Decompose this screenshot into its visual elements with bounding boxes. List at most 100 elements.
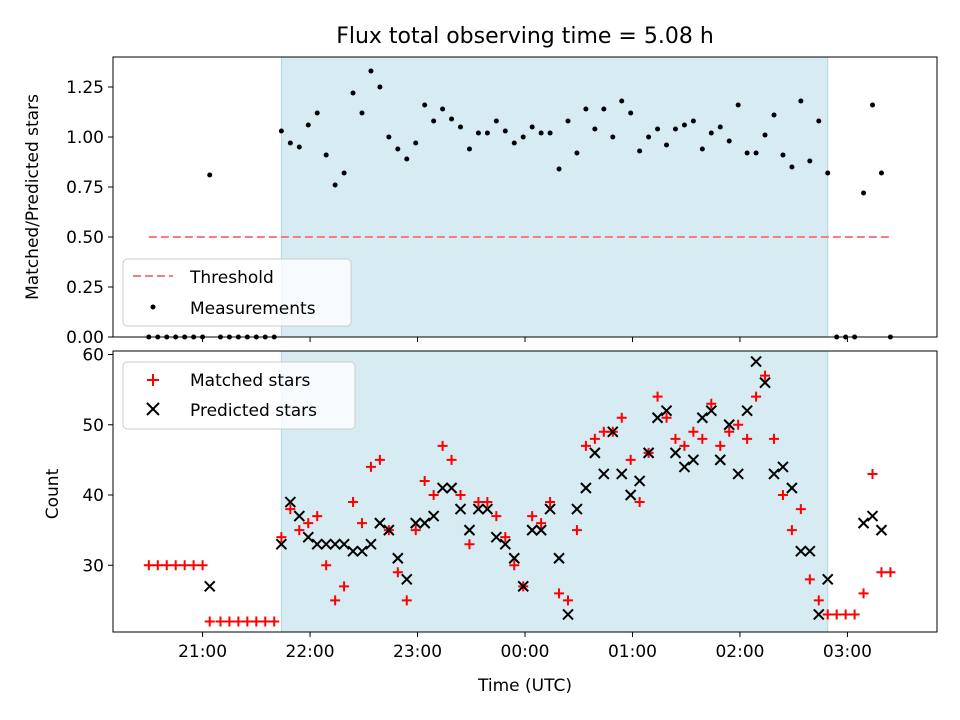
measurement-point bbox=[780, 152, 786, 158]
x-axis-label: Time (UTC) bbox=[477, 676, 572, 696]
measurement-point bbox=[493, 118, 499, 124]
x-tick-label: 23:00 bbox=[393, 642, 442, 662]
measurement-point bbox=[726, 138, 732, 144]
y-tick-label: 0.00 bbox=[66, 328, 104, 348]
matched-point bbox=[446, 454, 457, 465]
measurement-point bbox=[386, 134, 392, 140]
matched-point bbox=[348, 497, 359, 508]
measurement-point bbox=[368, 68, 374, 74]
matched-point bbox=[260, 616, 271, 627]
x-tick-label: 22:00 bbox=[286, 642, 335, 662]
predicted-point bbox=[651, 412, 664, 424]
y-tick-label: 0.25 bbox=[66, 278, 104, 298]
measurement-point bbox=[538, 130, 544, 136]
measurement-point bbox=[717, 124, 723, 130]
matched-point bbox=[562, 595, 573, 606]
matched-point bbox=[831, 609, 842, 620]
predicted-point bbox=[436, 482, 449, 494]
measurement-point bbox=[744, 150, 750, 156]
predicted-point bbox=[383, 524, 395, 536]
measurement-point bbox=[422, 102, 428, 108]
predicted-point bbox=[678, 461, 691, 473]
measurement-point bbox=[449, 116, 455, 122]
predicted-point bbox=[616, 468, 628, 480]
x-tick-label: 02:00 bbox=[715, 642, 764, 662]
measurement-point bbox=[771, 112, 777, 118]
measurement-point bbox=[341, 170, 347, 176]
matched-point bbox=[527, 511, 538, 522]
measurement-point bbox=[789, 164, 795, 170]
matched-point bbox=[795, 504, 806, 515]
measurement-point bbox=[574, 150, 580, 156]
predicted-point bbox=[562, 608, 574, 621]
measurement-point bbox=[690, 118, 696, 124]
predicted-point bbox=[669, 447, 682, 459]
measurement-point bbox=[278, 128, 284, 134]
measurement-point bbox=[798, 98, 804, 104]
matched-point bbox=[233, 616, 244, 627]
matched-point bbox=[885, 567, 896, 578]
legend-threshold-label: Threshold bbox=[189, 268, 274, 288]
matched-point bbox=[188, 560, 199, 571]
matched-point bbox=[589, 433, 600, 444]
predicted-point bbox=[463, 524, 476, 536]
predicted-point bbox=[723, 419, 735, 431]
matched-point bbox=[276, 532, 287, 543]
predicted-point bbox=[481, 503, 494, 515]
predicted-point bbox=[741, 405, 753, 417]
measurement-point bbox=[395, 146, 401, 152]
predicted-point bbox=[687, 454, 700, 466]
top-chart-title: Flux total observing time = 5.08 h bbox=[336, 24, 714, 49]
measurement-point bbox=[708, 130, 714, 136]
matched-point bbox=[356, 518, 367, 529]
measurement-point bbox=[861, 190, 867, 196]
matched-point bbox=[849, 609, 860, 620]
matched-point bbox=[652, 391, 663, 402]
predicted-point bbox=[311, 538, 323, 550]
predicted-point bbox=[732, 468, 744, 480]
matched-point bbox=[876, 567, 887, 578]
matched-point bbox=[269, 616, 280, 627]
predicted-point bbox=[347, 545, 359, 557]
predicted-point bbox=[526, 524, 538, 536]
matched-point bbox=[401, 595, 412, 606]
measurement-point bbox=[735, 102, 741, 108]
matched-point bbox=[634, 497, 645, 508]
predicted-point bbox=[365, 538, 377, 550]
predicted-point bbox=[580, 482, 592, 494]
x-tick-label: 01:00 bbox=[608, 642, 657, 662]
matched-point bbox=[392, 567, 403, 578]
predicted-point bbox=[517, 580, 529, 593]
top-y-axis-label: Matched/Predicted stars bbox=[23, 94, 43, 300]
predicted-point bbox=[374, 517, 386, 529]
measurement-point bbox=[484, 130, 490, 136]
measurement-point bbox=[502, 128, 508, 134]
predicted-point bbox=[410, 517, 422, 529]
measurement-point bbox=[475, 130, 481, 136]
matched-point bbox=[294, 525, 305, 536]
predicted-point bbox=[445, 482, 458, 494]
matched-point bbox=[616, 412, 627, 423]
predicted-point bbox=[795, 545, 807, 557]
measurement-point bbox=[511, 140, 517, 146]
matched-point bbox=[661, 412, 672, 423]
measurement-point bbox=[637, 148, 643, 154]
matched-point bbox=[482, 497, 493, 508]
measurement-point bbox=[681, 122, 687, 128]
x-tick-label: 03:00 bbox=[823, 642, 872, 662]
y-tick-label: 40 bbox=[82, 486, 104, 506]
matched-point bbox=[724, 426, 735, 437]
predicted-point bbox=[338, 538, 350, 550]
matched-point bbox=[285, 504, 296, 515]
measurement-point bbox=[583, 106, 589, 112]
predicted-point bbox=[302, 531, 314, 543]
measurement-point bbox=[207, 172, 213, 178]
predicted-point bbox=[571, 503, 583, 515]
measurement-point bbox=[565, 118, 571, 124]
matched-point bbox=[786, 525, 797, 536]
predicted-point bbox=[508, 552, 520, 564]
predicted-point bbox=[454, 503, 467, 515]
matched-point bbox=[473, 497, 484, 508]
predicted-point bbox=[392, 552, 404, 564]
matched-point bbox=[580, 440, 591, 451]
